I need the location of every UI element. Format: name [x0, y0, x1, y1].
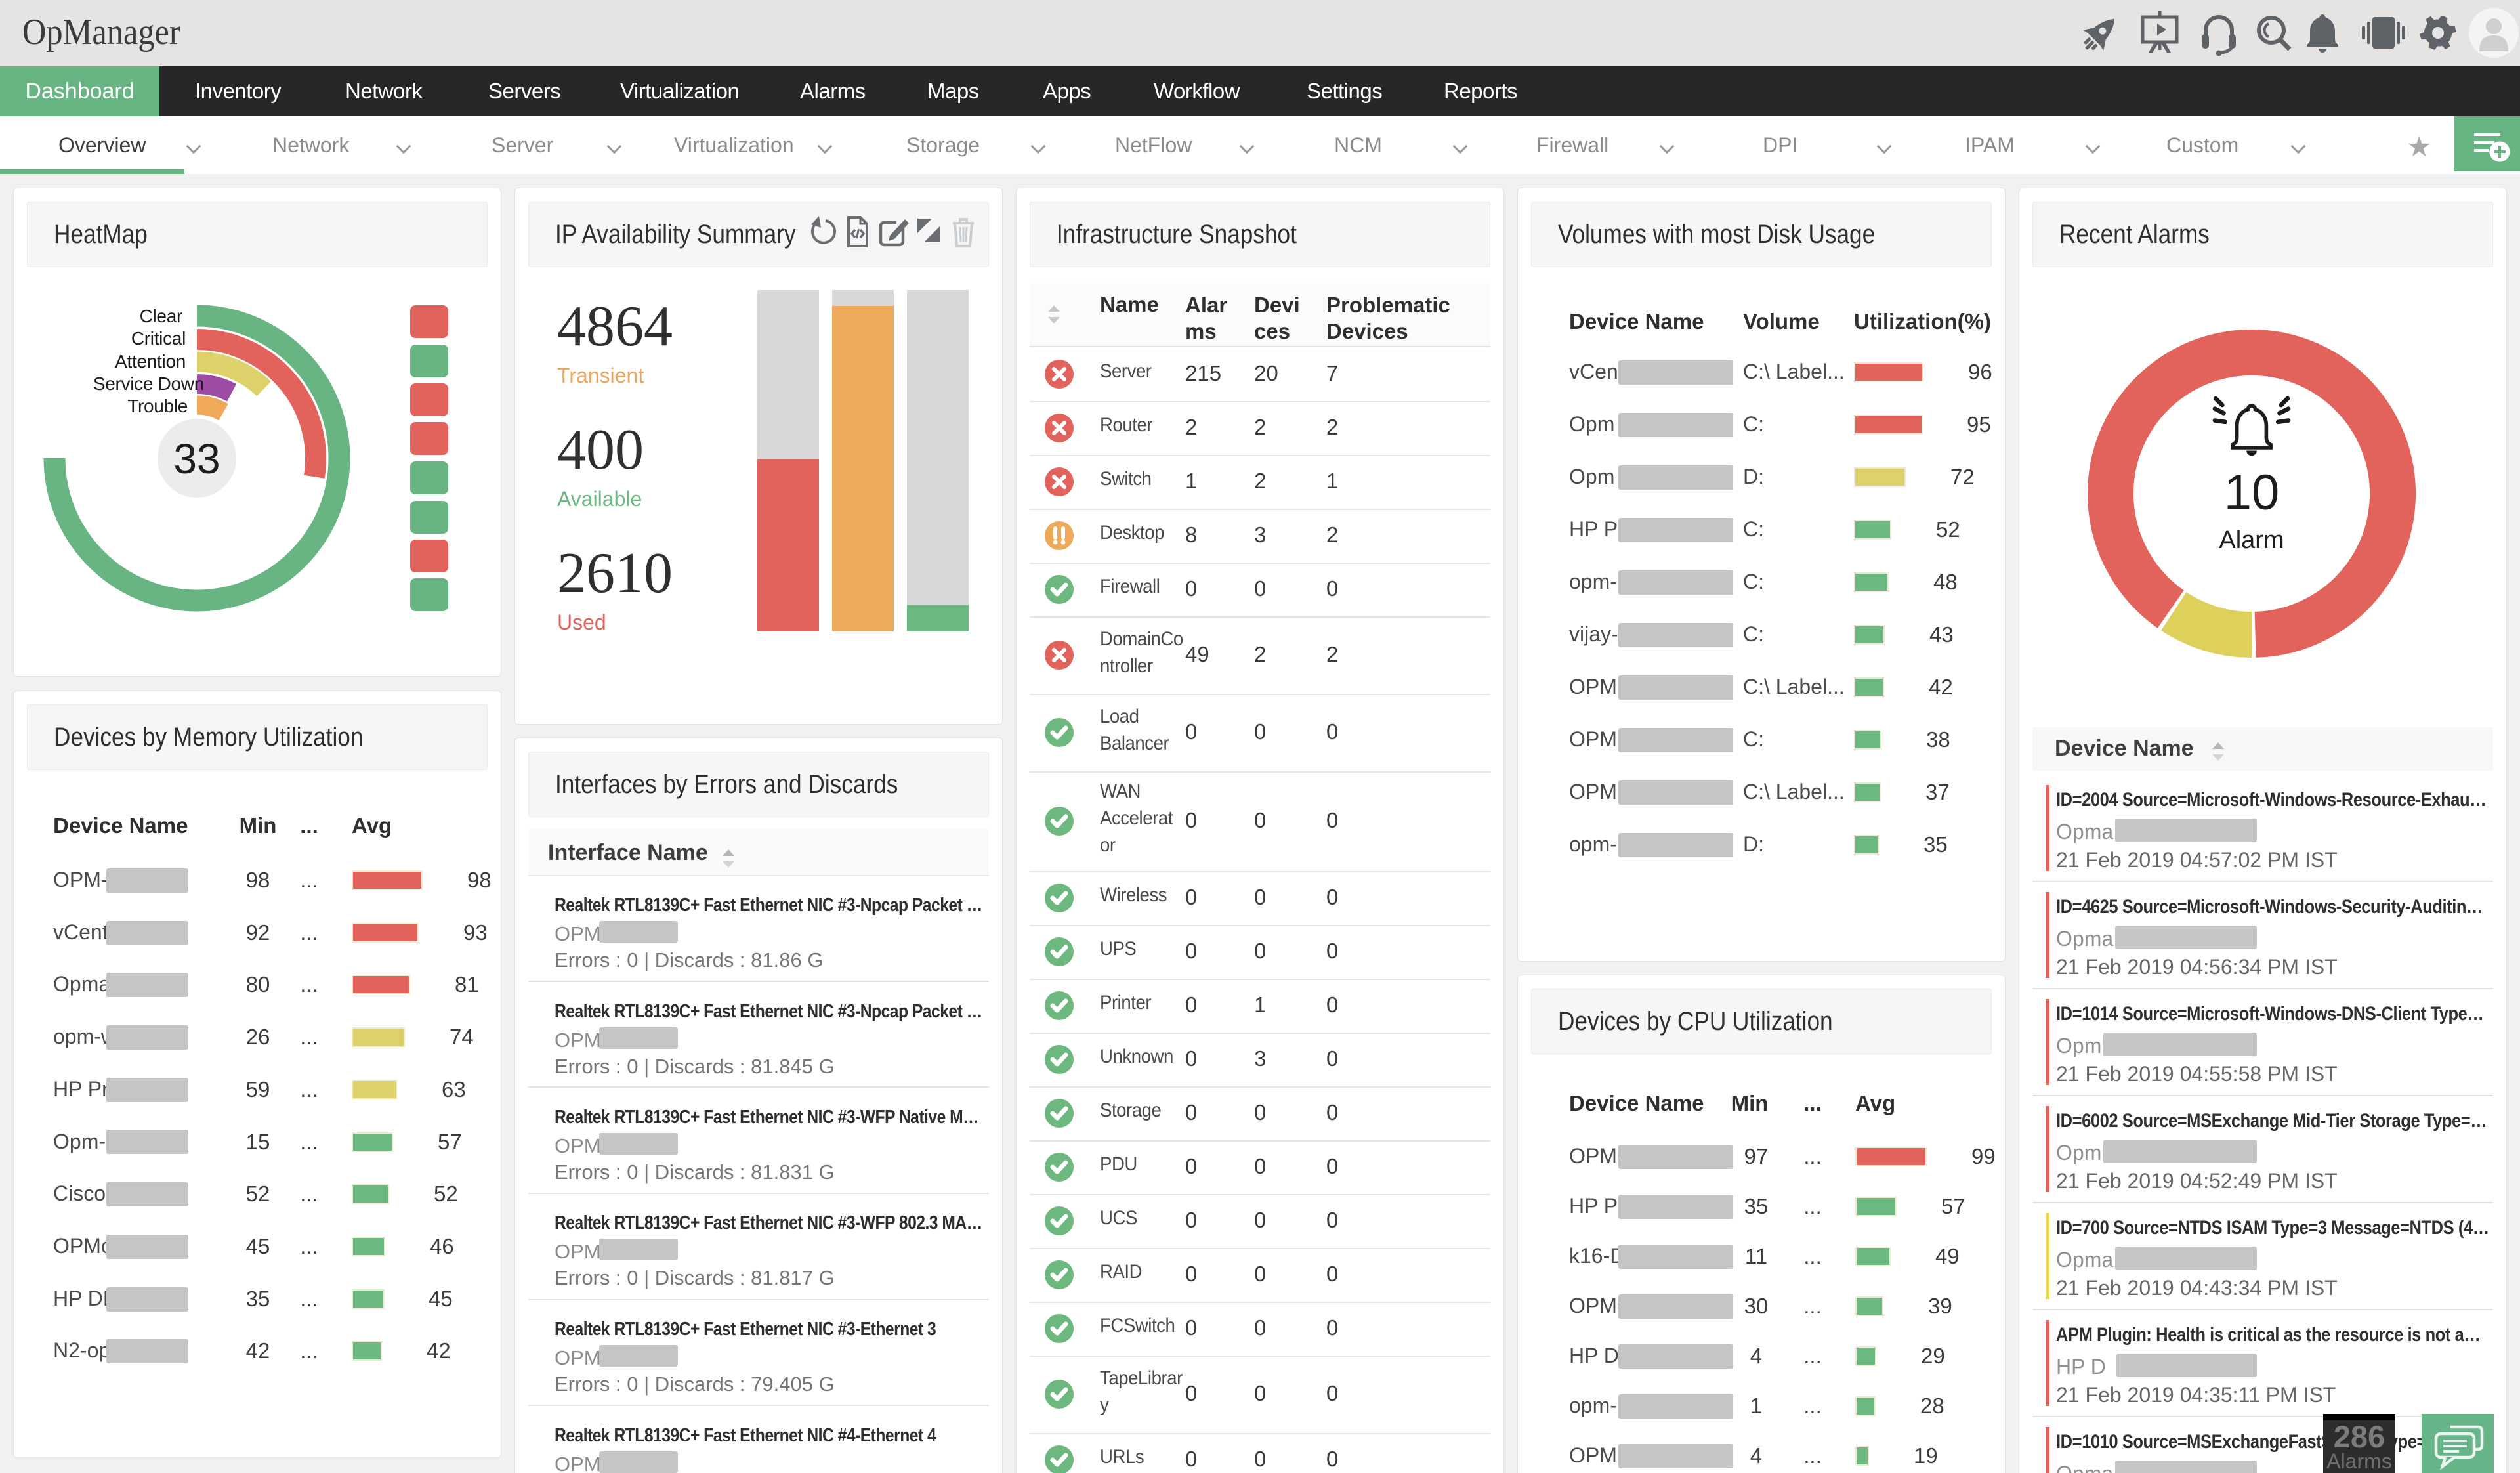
svg-text:33: 33 — [173, 435, 220, 482]
svg-text:Alarm: Alarm — [2219, 526, 2284, 554]
svg-text:10: 10 — [2224, 465, 2280, 521]
